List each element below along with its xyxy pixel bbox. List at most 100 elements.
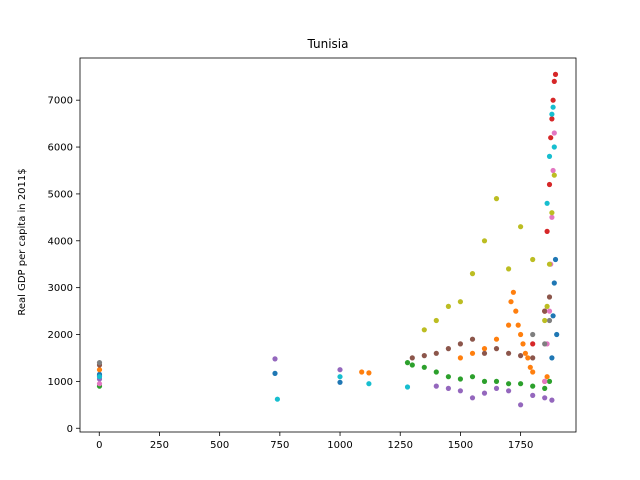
data-point [366, 381, 372, 387]
data-point [527, 364, 533, 370]
plot-frame [79, 57, 577, 433]
data-point [551, 78, 557, 84]
data-point [549, 355, 555, 361]
data-point [546, 317, 553, 324]
data-point [513, 308, 519, 314]
data-point [404, 360, 411, 366]
data-point [481, 238, 488, 244]
data-point [525, 355, 531, 361]
data-point [481, 346, 488, 352]
data-point [506, 322, 512, 328]
data-point [551, 144, 557, 150]
data-point [445, 385, 451, 391]
data-point [457, 355, 463, 361]
data-point [493, 378, 500, 384]
data-point [518, 353, 524, 359]
data-point [366, 370, 372, 376]
y-tick-label: 6000 [48, 143, 73, 154]
axes: 0 250 500 750 1000 1250 1500 1750 0 1000 2000 3000 4… [48, 57, 577, 451]
data-point [515, 322, 521, 328]
data-point [518, 224, 524, 230]
data-point [457, 341, 463, 347]
y-tick-label: 7000 [48, 96, 73, 107]
data-point [96, 374, 103, 380]
data-point [506, 266, 512, 272]
data-point [421, 327, 427, 333]
data-point [550, 313, 556, 319]
data-point [469, 374, 476, 380]
data-point [96, 367, 103, 373]
data-point [337, 374, 343, 380]
x-tick-label: 1250 [388, 440, 413, 451]
x-tick-label: 1000 [327, 440, 352, 451]
data-point [551, 280, 557, 286]
data-point [554, 331, 560, 338]
data-point [550, 97, 556, 103]
data-point [481, 390, 488, 396]
data-point [530, 383, 536, 389]
data-point [544, 374, 550, 380]
data-point [546, 181, 553, 188]
data-point [409, 362, 415, 368]
data-point [493, 346, 500, 352]
data-point [481, 350, 488, 356]
data-point [530, 355, 536, 361]
data-point [522, 350, 529, 356]
data-point [546, 153, 553, 159]
data-point [548, 135, 554, 141]
data-point [546, 294, 553, 300]
data-point [433, 350, 439, 356]
data-point [550, 104, 556, 110]
data-point [421, 364, 427, 370]
x-tick-label: 1500 [448, 440, 473, 451]
data-point [457, 388, 463, 394]
data-point [551, 130, 557, 136]
data-point [530, 369, 536, 375]
y-axis-label: Real GDP per capita in 2011$ [17, 168, 28, 315]
data-points [96, 71, 560, 408]
chart-title: Tunisia [307, 37, 349, 51]
data-point [493, 196, 500, 202]
data-point [433, 317, 439, 324]
data-point [457, 376, 463, 382]
data-point [549, 111, 555, 117]
data-point [409, 355, 415, 361]
x-tick-label: 750 [270, 440, 289, 451]
data-point [518, 381, 524, 387]
x-tick-label: 250 [150, 440, 169, 451]
data-point [546, 378, 553, 384]
data-point [510, 289, 516, 295]
y-tick-label: 4000 [48, 236, 73, 247]
data-point [469, 350, 476, 356]
data-point [552, 256, 559, 263]
data-point [549, 214, 555, 220]
y-tick-label: 0 [67, 424, 73, 435]
data-point [542, 317, 548, 324]
data-point [552, 71, 559, 77]
data-point [549, 210, 555, 216]
data-point [546, 261, 553, 267]
data-point [469, 395, 476, 401]
data-point [96, 381, 103, 387]
data-point [337, 367, 343, 373]
data-point [542, 378, 548, 384]
data-point [530, 256, 536, 263]
data-point [272, 356, 278, 362]
x-tick-label: 0 [96, 440, 102, 451]
data-point [530, 341, 536, 347]
data-point [544, 200, 550, 206]
x-tick-label: 500 [210, 440, 229, 451]
data-point [530, 392, 536, 398]
data-point [506, 388, 512, 394]
data-point [272, 370, 278, 376]
data-point [542, 385, 548, 391]
data-point [359, 369, 365, 375]
data-point [493, 336, 500, 342]
data-point [481, 378, 488, 384]
data-point [518, 402, 524, 408]
data-point [544, 228, 550, 234]
data-point [96, 360, 103, 366]
data-point [445, 346, 451, 352]
data-point [549, 116, 555, 122]
